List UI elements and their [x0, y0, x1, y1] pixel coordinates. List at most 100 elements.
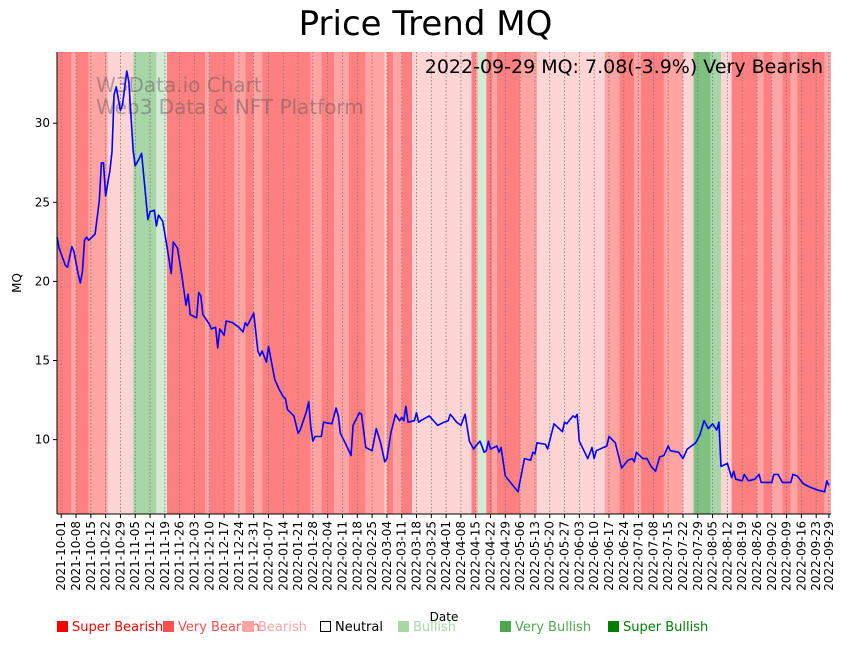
x-tick-label: 2022-02-11 — [335, 521, 349, 591]
legend-label: Very Bearish — [178, 620, 260, 635]
legend-label: Very Bullish — [515, 620, 592, 635]
legend-label: Super Bullish — [623, 620, 709, 635]
x-tick-label: 2022-01-28 — [306, 521, 320, 591]
legend-item-super-bearish: Super Bearish — [57, 620, 163, 635]
band-neutral-bullish — [156, 52, 167, 514]
legend-swatch-icon — [500, 621, 511, 632]
band-bearish — [253, 52, 263, 514]
x-tick-label: 2022-05-13 — [528, 521, 542, 591]
y-tick-label: 20 — [35, 274, 50, 288]
chart-title: Price Trend MQ — [298, 4, 553, 44]
legend-label: Neutral — [335, 620, 383, 635]
band-bearish — [771, 52, 783, 514]
band-bullish — [133, 52, 157, 514]
band-bearish — [634, 52, 641, 514]
band-bearish — [824, 52, 831, 514]
band-very-bullish — [693, 52, 711, 514]
y-axis-ticks: 10 15 20 25 30 — [35, 116, 57, 447]
band-very-bearish — [245, 52, 254, 514]
band-bearish — [604, 52, 620, 514]
x-tick-label: 2022-06-24 — [617, 521, 631, 591]
axes — [56, 52, 831, 515]
band-very-bearish — [262, 52, 311, 514]
x-tick-label: 2022-08-19 — [735, 521, 749, 591]
legend-swatch-icon — [243, 621, 254, 632]
band-neutral-bullish — [477, 52, 487, 514]
band-very-bearish — [496, 52, 521, 514]
x-tick-label: 2022-06-17 — [602, 521, 616, 591]
band-bearish — [334, 52, 349, 514]
band-bearish — [520, 52, 538, 514]
y-tick-label: 10 — [35, 433, 50, 447]
x-axis-label: Date — [430, 610, 459, 624]
legend-swatch-icon — [398, 621, 409, 632]
band-bearish — [310, 52, 322, 514]
x-tick-label: 2022-01-07 — [261, 521, 275, 591]
x-tick-label: 2021-10-08 — [69, 521, 83, 591]
band-very-bearish — [486, 52, 493, 514]
x-tick-label: 2022-03-04 — [380, 521, 394, 591]
x-tick-label: 2021-10-15 — [84, 521, 98, 591]
x-tick-label: 2022-01-14 — [276, 521, 290, 591]
band-very-bearish — [401, 52, 413, 514]
legend-label: Bearish — [258, 620, 307, 635]
legend-label: Bullish — [413, 620, 457, 635]
x-tick-label: 2022-02-18 — [350, 521, 364, 591]
x-tick-label: 2021-10-29 — [113, 521, 127, 591]
x-tick-label: 2021-12-17 — [217, 521, 231, 591]
legend-swatch-icon — [320, 621, 331, 632]
legend-item-bullish: Bullish — [398, 620, 456, 635]
x-tick-label: 2022-09-29 — [822, 521, 836, 591]
y-tick-label: 30 — [35, 116, 50, 130]
x-tick-label: 2022-09-16 — [794, 521, 808, 591]
x-tick-label: 2021-10-22 — [99, 521, 113, 591]
legend-item-very-bullish: Very Bullish — [500, 620, 591, 635]
x-tick-label: 2022-09-23 — [809, 521, 823, 591]
x-tick-label: 2022-03-25 — [424, 521, 438, 591]
x-tick-label: 2021-12-31 — [247, 521, 261, 591]
legend-item-bearish: Bearish — [243, 620, 307, 635]
band-neutral — [418, 52, 472, 514]
x-tick-label: 2022-03-18 — [410, 521, 424, 591]
watermark-line-2: Web3 Data & NFT Platform — [96, 95, 364, 119]
legend-label: Super Bearish — [72, 620, 164, 635]
band-neutral — [537, 52, 605, 514]
band-neutral — [721, 52, 732, 514]
band-bullish — [710, 52, 722, 514]
latest-value-annotation: 2022-09-29 MQ: 7.08(-3.9%) Very Bearish — [425, 56, 823, 78]
band-very-bearish — [166, 52, 206, 514]
x-tick-label: 2021-11-19 — [158, 521, 172, 591]
x-tick-label: 2022-06-03 — [572, 521, 586, 591]
legend-item-very-bearish: Very Bearish — [163, 620, 260, 635]
x-tick-label: 2022-02-04 — [321, 521, 335, 591]
band-bearish — [756, 52, 764, 514]
x-tick-label: 2022-08-05 — [706, 521, 720, 591]
x-tick-label: 2021-11-05 — [128, 521, 142, 591]
x-tick-label: 2021-12-03 — [187, 521, 201, 591]
band-neutral — [384, 52, 387, 514]
band-very-bearish — [471, 52, 476, 514]
x-tick-label: 2022-05-27 — [558, 521, 572, 591]
legend-swatch-icon — [608, 621, 619, 632]
x-axis-ticks: 2021-10-01 2021-10-08 2021-10-15 2021-10-22… — [54, 514, 836, 591]
band-neutral — [682, 52, 694, 514]
band-very-bearish — [763, 52, 772, 514]
x-tick-label: 2021-10-01 — [54, 521, 68, 591]
legend-item-neutral: Neutral — [320, 620, 383, 635]
band-very-bearish — [386, 52, 394, 514]
x-tick-label: 2022-05-06 — [513, 521, 527, 591]
x-tick-label: 2022-04-22 — [484, 521, 498, 591]
x-gridlines — [60, 52, 830, 514]
x-tick-label: 2022-07-15 — [661, 521, 675, 591]
x-tick-label: 2022-04-15 — [469, 521, 483, 591]
band-bearish — [71, 52, 77, 514]
band-very-bearish — [57, 52, 72, 514]
band-bearish — [492, 52, 497, 514]
band-very-bearish — [619, 52, 635, 514]
x-tick-label: 2022-07-01 — [632, 521, 646, 591]
watermark-line-1: W3Data.io Chart — [96, 73, 262, 97]
band-bearish — [790, 52, 798, 514]
x-tick-label: 2021-12-10 — [202, 521, 216, 591]
x-tick-label: 2021-12-24 — [232, 521, 246, 591]
